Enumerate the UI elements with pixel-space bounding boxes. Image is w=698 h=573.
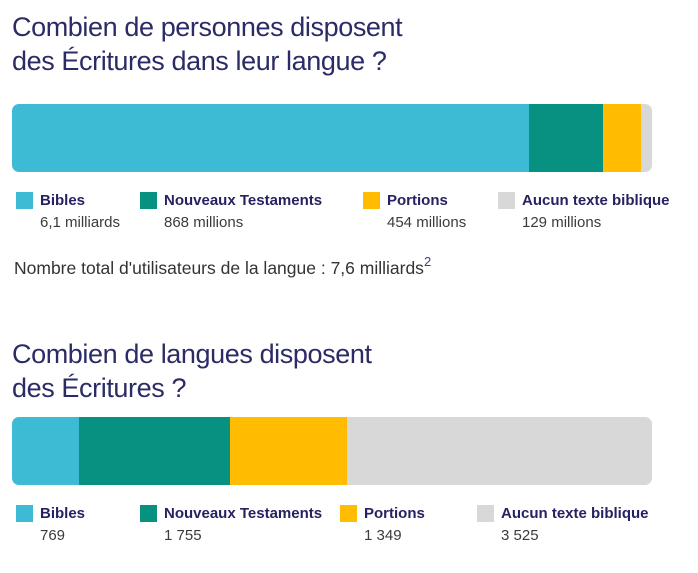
legend-item-aucun-texte-biblique: Aucun texte biblique 3 525 bbox=[477, 505, 649, 544]
bar-segment-aucun-texte-biblique bbox=[347, 417, 652, 485]
legend-item-bibles: Bibles 769 bbox=[16, 505, 140, 544]
bar-segment-bibles bbox=[12, 417, 79, 485]
legend-swatch-aucun-texte-biblique bbox=[477, 505, 494, 522]
legend-head: Portions bbox=[363, 192, 498, 209]
legend-head: Bibles bbox=[16, 192, 140, 209]
legend-value: 454 millions bbox=[387, 214, 467, 231]
legend-head: Bibles bbox=[16, 505, 140, 522]
bar-segment-portions bbox=[230, 417, 348, 485]
legend-head: Aucun texte biblique bbox=[498, 192, 670, 209]
bar-segment-aucun-texte-biblique bbox=[641, 104, 652, 172]
legend-label: Nouveaux Testaments bbox=[164, 505, 323, 522]
legend-item-nouveaux-testaments: Nouveaux Testaments 1 755 bbox=[140, 505, 340, 544]
bar-segment-portions bbox=[602, 104, 642, 172]
legend-value: 1 349 bbox=[364, 527, 402, 544]
legend-swatch-aucun-texte-biblique bbox=[498, 192, 515, 209]
legend-label: Bibles bbox=[40, 192, 86, 209]
legend-label: Portions bbox=[364, 505, 425, 522]
stacked-bar-languages bbox=[12, 417, 652, 485]
bar-segment-nouveaux-testaments bbox=[78, 417, 231, 485]
legend-value: 6,1 milliards bbox=[40, 214, 121, 231]
section-title-languages: Combien de langues disposent des Écritur… bbox=[12, 339, 372, 403]
legend-item-aucun-texte-biblique: Aucun texte biblique 129 millions bbox=[498, 192, 670, 231]
footnote-total-text: Nombre total d'utilisateurs de la langue… bbox=[14, 258, 424, 278]
legend-swatch-bibles bbox=[16, 505, 33, 522]
legend-head: Aucun texte biblique bbox=[477, 505, 649, 522]
legend-label: Aucun texte biblique bbox=[501, 505, 649, 522]
footnote-total-line: Nombre total d'utilisateurs de la langue… bbox=[14, 255, 686, 279]
chart-section-languages: Combien de langues disposent des Écritur… bbox=[12, 337, 686, 544]
bar-segment-bibles bbox=[12, 104, 530, 172]
legend-swatch-portions bbox=[340, 505, 357, 522]
legend-languages: Bibles 769 Nouveaux Testaments 1 755 Portion… bbox=[12, 505, 686, 544]
legend-swatch-nouveaux-testaments bbox=[140, 505, 157, 522]
legend-head: Portions bbox=[340, 505, 477, 522]
legend-swatch-nouveaux-testaments bbox=[140, 192, 157, 209]
legend-value: 769 bbox=[40, 527, 66, 544]
stacked-bar-people bbox=[12, 104, 652, 172]
legend-item-portions: Portions 454 millions bbox=[363, 192, 498, 231]
legend-label: Nouveaux Testaments bbox=[164, 192, 323, 209]
legend-label: Aucun texte biblique bbox=[522, 192, 670, 209]
legend-label: Portions bbox=[387, 192, 448, 209]
legend-item-bibles: Bibles 6,1 milliards bbox=[16, 192, 140, 231]
chart-section-people: Combien de personnes disposent des Écrit… bbox=[12, 10, 686, 279]
legend-value: 129 millions bbox=[522, 214, 602, 231]
legend-people: Bibles 6,1 milliards Nouveaux Testaments 86… bbox=[12, 192, 686, 231]
legend-swatch-bibles bbox=[16, 192, 33, 209]
legend-value: 868 millions bbox=[164, 214, 244, 231]
legend-value: 1 755 bbox=[164, 527, 202, 544]
legend-value: 3 525 bbox=[501, 527, 539, 544]
legend-item-nouveaux-testaments: Nouveaux Testaments 868 millions bbox=[140, 192, 363, 231]
legend-swatch-portions bbox=[363, 192, 380, 209]
legend-head: Nouveaux Testaments bbox=[140, 192, 363, 209]
legend-label: Bibles bbox=[40, 505, 86, 522]
legend-head: Nouveaux Testaments bbox=[140, 505, 340, 522]
bar-segment-nouveaux-testaments bbox=[529, 104, 603, 172]
footnote-reference-2[interactable]: 2 bbox=[423, 254, 432, 270]
section-title-people: Combien de personnes disposent des Écrit… bbox=[12, 12, 403, 76]
legend-item-portions: Portions 1 349 bbox=[340, 505, 477, 544]
